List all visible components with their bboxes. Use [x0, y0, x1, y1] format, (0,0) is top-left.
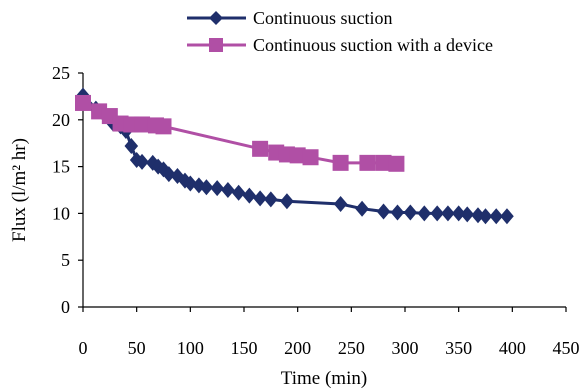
data-point-suction-with-device — [359, 154, 376, 171]
legend-marker-suction-with-device — [209, 38, 223, 52]
data-point-continuous-suction — [441, 205, 455, 222]
data-point-continuous-suction — [430, 205, 444, 222]
data-point-suction-with-device — [75, 94, 91, 111]
y-tick-label: 20 — [52, 110, 70, 130]
legend-item-continuous-suction: Continuous suction — [187, 8, 393, 28]
data-point-continuous-suction — [333, 196, 348, 213]
data-point-continuous-suction — [355, 200, 369, 217]
x-axis-title: Time (min) — [281, 368, 367, 389]
data-point-continuous-suction — [199, 179, 214, 196]
x-tick-label: 450 — [553, 338, 580, 358]
series-continuous-suction — [76, 87, 514, 225]
data-point-continuous-suction — [162, 166, 176, 183]
data-point-continuous-suction — [192, 177, 206, 194]
data-point-suction-with-device — [289, 147, 306, 164]
legend-marker-continuous-suction — [209, 11, 223, 25]
y-ticks: 0 5 10 15 20 25 — [52, 63, 83, 317]
data-point-continuous-suction — [390, 204, 405, 221]
y-tick-label: 10 — [52, 203, 70, 223]
data-point-continuous-suction — [451, 205, 466, 222]
data-point-continuous-suction — [242, 187, 257, 204]
x-tick-label: 150 — [231, 338, 258, 358]
data-point-continuous-suction — [135, 153, 149, 170]
data-point-continuous-suction — [253, 190, 267, 207]
legend-item-suction-with-device: Continuous suction with a device — [187, 35, 493, 55]
data-point-continuous-suction — [417, 205, 432, 222]
data-point-continuous-suction — [403, 204, 418, 221]
data-point-continuous-suction — [280, 193, 294, 210]
data-point-continuous-suction — [489, 208, 504, 225]
plot-area — [75, 87, 514, 225]
x-tick-label: 250 — [338, 338, 365, 358]
y-tick-label: 25 — [52, 63, 70, 83]
series-suction-with-device — [75, 94, 405, 172]
x-tick-label: 300 — [392, 338, 419, 358]
data-point-continuous-suction — [221, 182, 235, 198]
x-ticks: 0 50 100 150 200 250 300 350 400 450 — [79, 307, 580, 358]
x-tick-label: 100 — [177, 338, 204, 358]
y-tick-label: 0 — [61, 297, 70, 317]
data-point-continuous-suction — [231, 184, 246, 201]
data-point-continuous-suction — [478, 208, 493, 225]
data-point-suction-with-device — [388, 155, 405, 172]
data-point-continuous-suction — [178, 172, 192, 189]
x-tick-label: 200 — [284, 338, 311, 358]
y-axis-title: Flux (l/m² hr) — [9, 138, 30, 242]
data-point-continuous-suction — [460, 206, 475, 223]
data-point-suction-with-device — [302, 149, 319, 166]
legend-label-suction-with-device: Continuous suction with a device — [253, 35, 493, 55]
data-point-continuous-suction — [500, 208, 514, 225]
data-point-suction-with-device — [375, 154, 392, 171]
legend-label-continuous-suction: Continuous suction — [253, 8, 393, 28]
data-point-continuous-suction — [376, 203, 391, 220]
data-point-continuous-suction — [124, 138, 139, 155]
y-tick-label: 15 — [52, 157, 70, 177]
data-point-suction-with-device — [155, 118, 172, 135]
legend: Continuous suction Continuous suction wi… — [187, 8, 493, 55]
x-tick-label: 350 — [445, 338, 472, 358]
data-point-continuous-suction — [210, 180, 224, 197]
data-point-continuous-suction — [264, 191, 278, 208]
data-point-suction-with-device — [252, 140, 269, 157]
y-tick-label: 5 — [61, 250, 70, 270]
x-tick-label: 0 — [79, 338, 88, 358]
data-point-suction-with-device — [332, 154, 349, 171]
x-tick-label: 50 — [128, 338, 146, 358]
axes: 0 5 10 15 20 25 0 50 100 150 200 250 300 350 400 450 — [52, 63, 580, 358]
data-point-suction-with-device — [134, 116, 151, 133]
x-tick-label: 400 — [499, 338, 526, 358]
data-point-continuous-suction — [183, 175, 198, 192]
